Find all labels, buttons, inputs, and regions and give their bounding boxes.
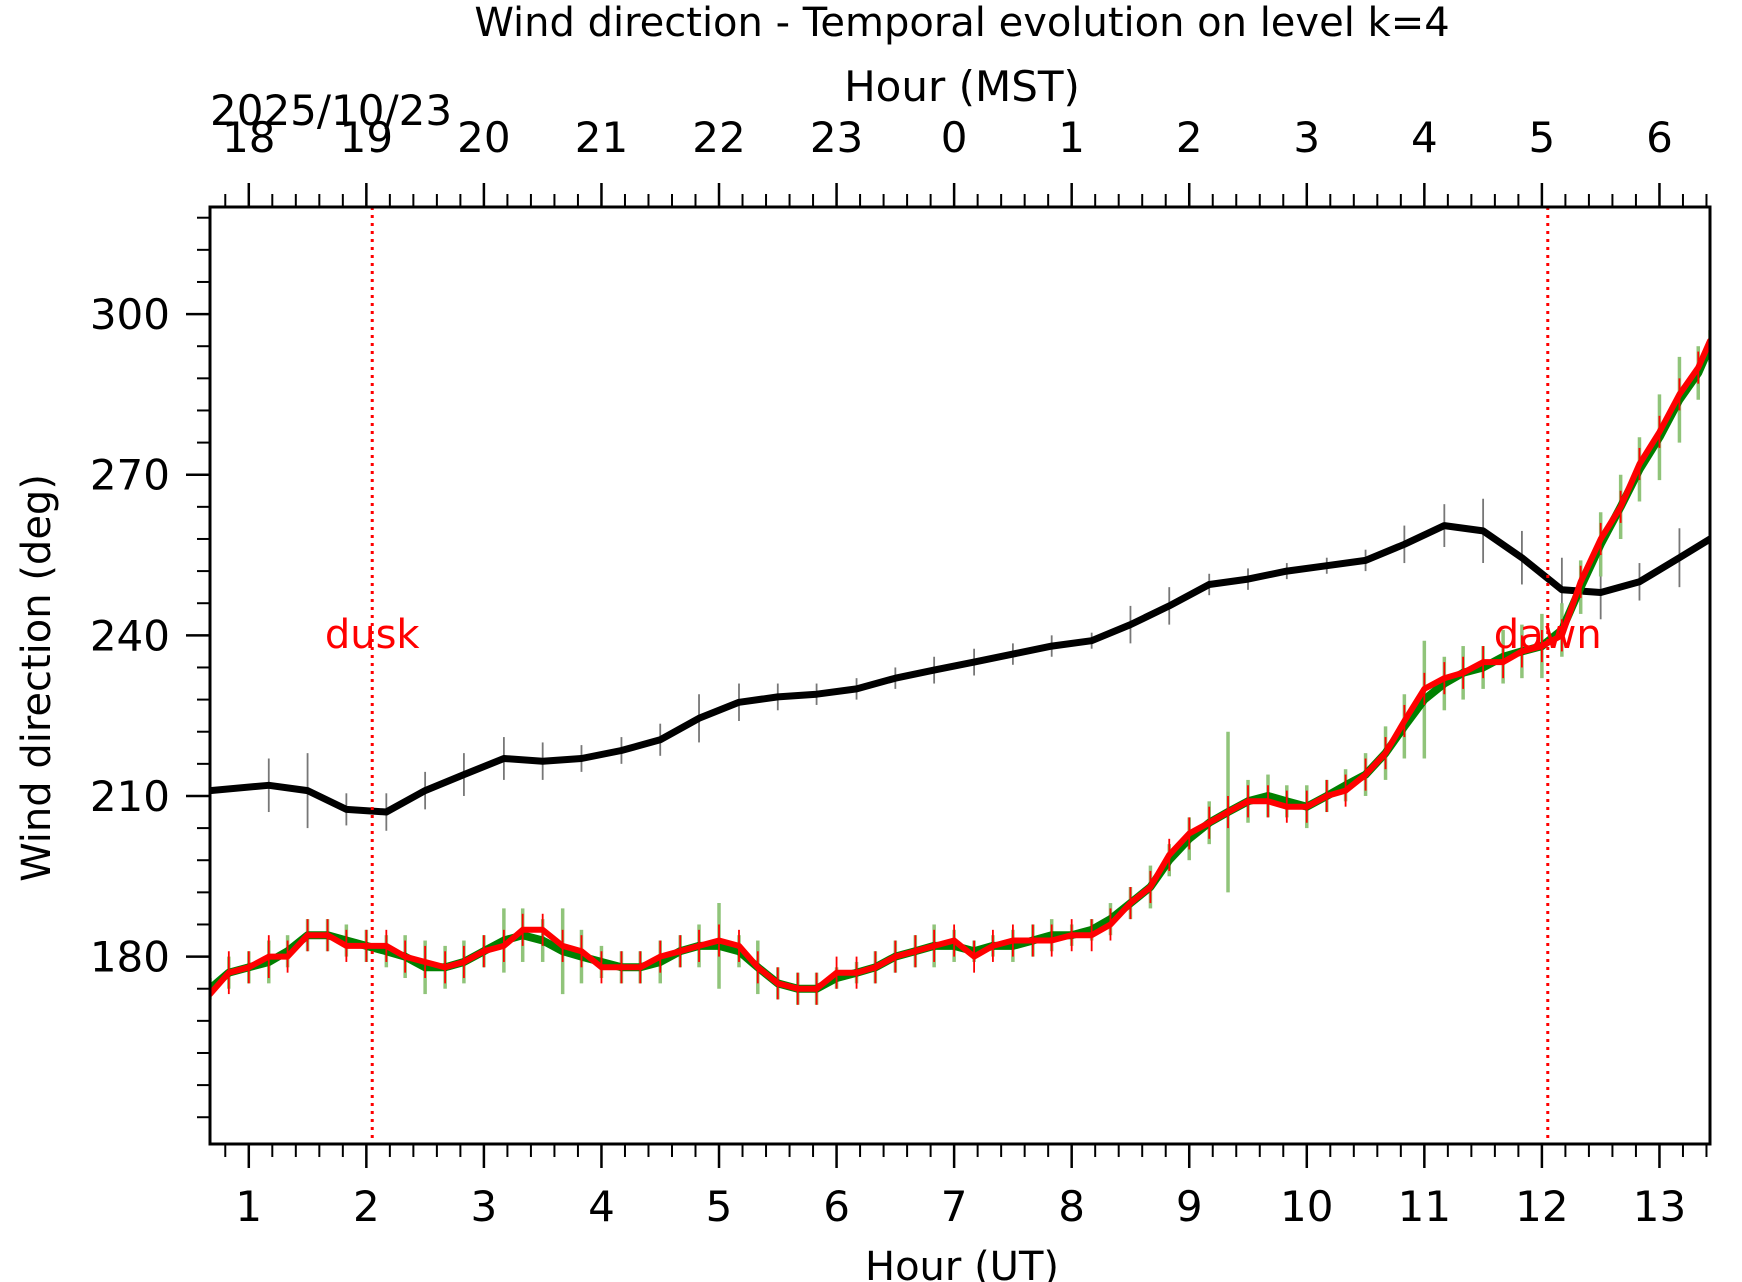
annotation-label: dawn: [1494, 612, 1602, 658]
x-tick-label: 12: [1515, 1182, 1568, 1231]
y-tick-label: 180: [90, 933, 170, 982]
y-tick-label: 300: [90, 290, 170, 339]
x-tick-label: 13: [1633, 1182, 1686, 1231]
y-tick-label: 270: [90, 451, 170, 500]
x-tick-label: 9: [1176, 1182, 1203, 1231]
annotation-label: dusk: [325, 612, 421, 658]
x-tick-label: 11: [1398, 1182, 1451, 1231]
top-axis-label: Hour (MST): [844, 62, 1080, 111]
y-tick-label: 210: [90, 772, 170, 821]
x-axis-label: Hour (UT): [865, 1244, 1059, 1282]
x2-tick-label: 19: [340, 113, 393, 162]
x2-tick-label: 21: [575, 113, 628, 162]
x-tick-label: 2: [353, 1182, 380, 1231]
x2-tick-label: 6: [1646, 113, 1673, 162]
x2-tick-label: 23: [810, 113, 863, 162]
plot-frame: [208, 205, 1712, 1146]
chart-title: Wind direction - Temporal evolution on l…: [474, 0, 1449, 46]
x-tick-label: 6: [823, 1182, 850, 1231]
y-tick-label: 240: [90, 611, 170, 660]
x-tick-label: 4: [588, 1182, 615, 1231]
y-axis-label: Wind direction (deg): [14, 474, 60, 882]
x2-tick-label: 3: [1293, 113, 1320, 162]
series-group: [210, 324, 1710, 1021]
x-tick-label: 3: [471, 1182, 498, 1231]
x2-tick-label: 18: [222, 113, 275, 162]
series-line: [210, 522, 1710, 816]
x2-tick-label: 22: [692, 113, 745, 162]
x-tick-label: 10: [1280, 1182, 1333, 1231]
x-tick-label: 1: [235, 1182, 262, 1231]
x-tick-label: 8: [1058, 1182, 1085, 1231]
x2-tick-label: 20: [457, 113, 510, 162]
date-label: 2025/10/23: [210, 86, 452, 135]
x-tick-label: 7: [941, 1182, 968, 1231]
x2-tick-label: 0: [941, 113, 968, 162]
x2-tick-label: 4: [1411, 113, 1438, 162]
series-line: [210, 337, 1710, 998]
x2-tick-label: 1: [1058, 113, 1085, 162]
x2-tick-label: 5: [1529, 113, 1556, 162]
x-tick-label: 5: [706, 1182, 733, 1231]
x2-tick-label: 2: [1176, 113, 1203, 162]
